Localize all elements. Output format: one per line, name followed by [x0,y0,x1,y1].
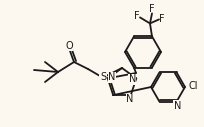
Text: F: F [159,14,165,24]
Text: F: F [134,11,140,21]
Text: N: N [174,101,181,111]
Text: Cl: Cl [188,81,198,91]
Text: N: N [126,94,133,104]
Text: N: N [108,72,115,82]
Text: O: O [65,41,73,51]
Text: F: F [149,4,155,14]
Text: S: S [100,72,106,82]
Text: N: N [129,74,136,84]
